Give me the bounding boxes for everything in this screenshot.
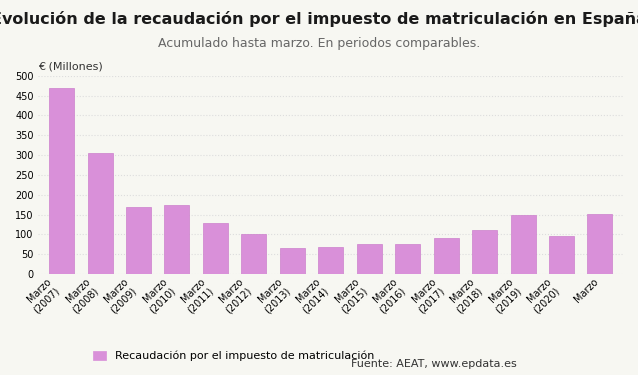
- Text: Evolución de la recaudación por el impuesto de matriculación en España: Evolución de la recaudación por el impue…: [0, 11, 638, 27]
- Bar: [318, 248, 343, 274]
- Bar: [49, 88, 74, 274]
- Bar: [588, 214, 612, 274]
- Bar: [395, 243, 420, 274]
- Text: Fuente: AEAT, www.epdata.es: Fuente: AEAT, www.epdata.es: [351, 359, 517, 369]
- Bar: [510, 214, 535, 274]
- Bar: [472, 230, 497, 274]
- Bar: [87, 153, 112, 274]
- Bar: [241, 234, 266, 274]
- Bar: [434, 238, 459, 274]
- Bar: [165, 206, 189, 274]
- Bar: [203, 222, 228, 274]
- Text: Acumulado hasta marzo. En periodos comparables.: Acumulado hasta marzo. En periodos compa…: [158, 38, 480, 51]
- Text: € (Millones): € (Millones): [38, 62, 103, 72]
- Bar: [126, 207, 151, 274]
- Legend: Recaudación por el impuesto de matriculación: Recaudación por el impuesto de matricula…: [89, 346, 379, 366]
- Bar: [280, 248, 305, 274]
- Bar: [549, 236, 574, 274]
- Bar: [357, 244, 382, 274]
